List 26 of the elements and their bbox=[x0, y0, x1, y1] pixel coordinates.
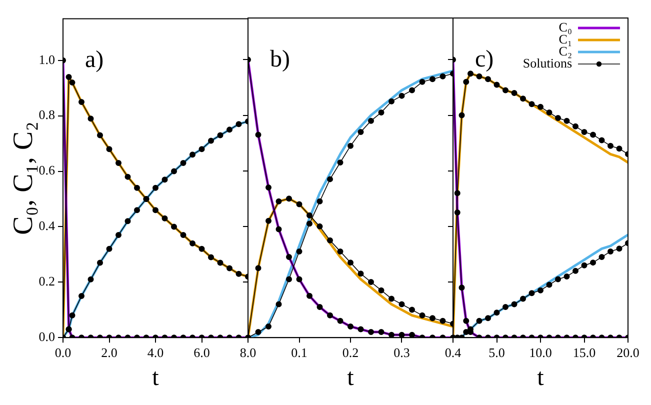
y-tick-label: 0.2 bbox=[38, 274, 55, 289]
x-tick-label: 0.3 bbox=[394, 344, 410, 360]
x-tick-label: 8.0 bbox=[240, 344, 256, 360]
annotation: a) bbox=[85, 47, 104, 74]
x-tick-label: 6.0 bbox=[194, 344, 210, 360]
x-tick-label: 15.0 bbox=[572, 344, 596, 360]
x-tick-label: 0.0 bbox=[54, 344, 72, 360]
x-axis-title: t bbox=[152, 364, 160, 391]
x-tick-label: 2.0 bbox=[101, 344, 118, 360]
y-axis-title: C₀, C₁, C₂ bbox=[8, 122, 40, 235]
x-tick-label: 4.0 bbox=[147, 344, 164, 360]
x-tick-label: 5.0 bbox=[488, 344, 505, 360]
y-tick-label: 0.0 bbox=[38, 329, 55, 344]
x-axis-title: t bbox=[537, 364, 544, 391]
annotation: c) bbox=[475, 46, 494, 72]
x-tick-label: 0.4 bbox=[444, 344, 462, 360]
x-tick-label: 0.1 bbox=[291, 344, 308, 360]
y-tick-label: 0.8 bbox=[38, 107, 55, 122]
annotation: b) bbox=[270, 46, 290, 72]
x-tick-label: 10.0 bbox=[529, 344, 552, 360]
x-axis-title: t bbox=[347, 364, 354, 391]
x-tick-label: 0.2 bbox=[342, 344, 359, 360]
y-tick-label: 1.0 bbox=[38, 52, 55, 67]
y-tick-label: 0.6 bbox=[38, 162, 56, 178]
x-tick-label: 20.0 bbox=[616, 344, 640, 360]
y-tick-label: 0.4 bbox=[38, 218, 56, 234]
